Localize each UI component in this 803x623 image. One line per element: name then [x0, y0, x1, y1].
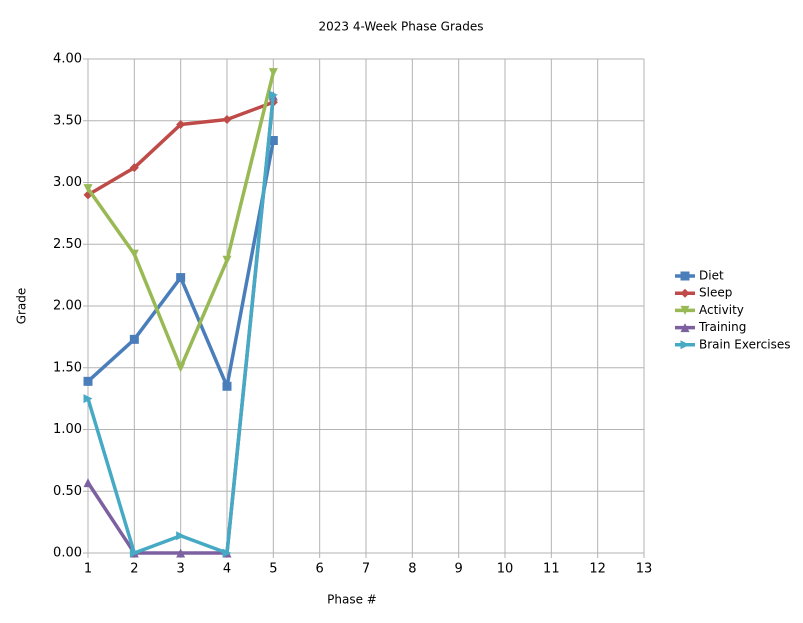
y-tick-label: 2.00 — [53, 299, 82, 314]
marker — [222, 381, 232, 391]
marker — [222, 115, 232, 125]
y-tick-label: 4.00 — [53, 52, 82, 67]
x-tick-label: 4 — [223, 562, 231, 577]
marker — [176, 119, 186, 129]
marker — [680, 323, 690, 333]
x-tick-label: 10 — [497, 562, 514, 577]
marker — [129, 249, 139, 259]
x-axis-title: Phase # — [327, 593, 377, 607]
marker — [83, 478, 93, 488]
x-tick-label: 13 — [636, 562, 653, 577]
x-tick-label: 6 — [316, 562, 324, 577]
marker — [680, 288, 690, 298]
marker — [222, 548, 232, 558]
marker — [83, 394, 93, 404]
legend-label: Brain Exercises — [699, 337, 790, 351]
marker — [680, 271, 690, 281]
x-tick-label: 7 — [362, 562, 370, 577]
y-tick-label: 3.00 — [53, 175, 82, 190]
marker — [680, 305, 690, 315]
x-tick-label: 2 — [130, 562, 138, 577]
x-tick-label: 3 — [177, 562, 185, 577]
chart-title: 2023 4-Week Phase Grades — [318, 20, 483, 34]
y-tick-label: 0.50 — [53, 484, 82, 499]
marker — [83, 184, 93, 194]
legend-label: Diet — [699, 269, 724, 283]
marker — [268, 68, 278, 78]
marker — [129, 163, 139, 173]
legend-label: Activity — [699, 303, 744, 317]
x-tick-label: 8 — [408, 562, 416, 577]
marker — [129, 334, 139, 344]
marker — [680, 340, 690, 350]
y-tick-label: 2.50 — [53, 237, 82, 252]
y-axis-title: Grade — [15, 288, 29, 325]
marker — [176, 363, 186, 373]
legend-label: Training — [698, 320, 746, 334]
marker — [176, 273, 186, 283]
y-tick-label: 1.00 — [53, 422, 82, 437]
x-tick-label: 9 — [455, 562, 463, 577]
marker — [176, 548, 186, 558]
x-tick-label: 11 — [543, 562, 560, 577]
y-tick-label: 1.50 — [53, 360, 82, 375]
y-tick-label: 0.00 — [53, 546, 82, 561]
x-tick-label: 5 — [269, 562, 277, 577]
marker — [268, 136, 278, 146]
legend-label: Sleep — [699, 286, 732, 300]
y-tick-label: 3.50 — [53, 113, 82, 128]
x-tick-label: 12 — [589, 562, 606, 577]
marker — [83, 376, 93, 386]
marker — [222, 255, 232, 265]
x-tick-label: 1 — [84, 562, 92, 577]
marker — [268, 90, 278, 100]
marker — [129, 548, 139, 558]
marker — [176, 531, 186, 541]
